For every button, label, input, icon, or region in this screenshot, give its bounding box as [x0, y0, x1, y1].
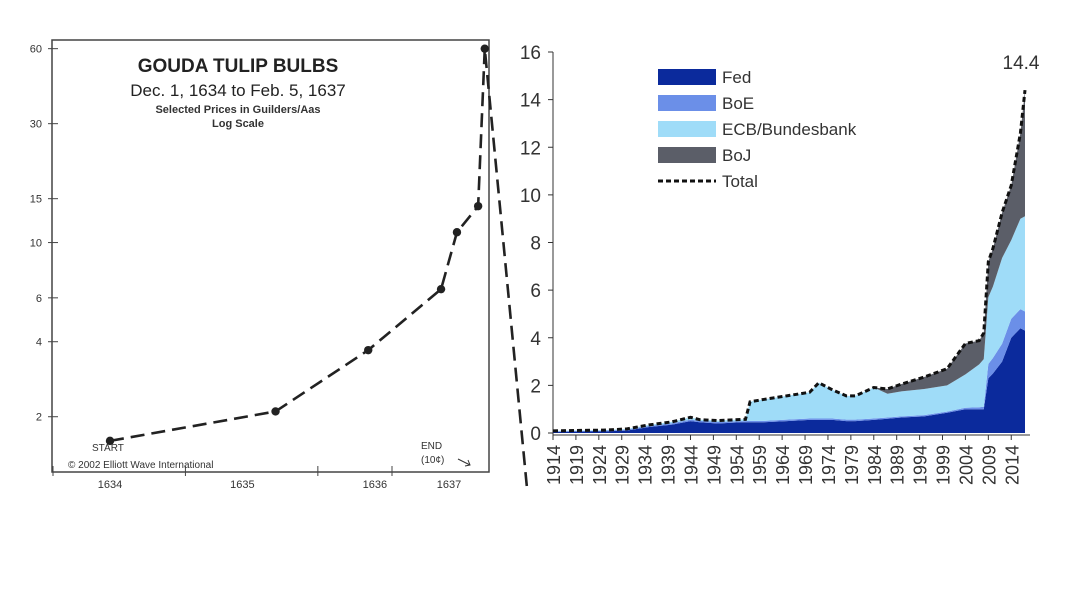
legend-swatch-boe — [658, 95, 716, 111]
bs-x-tick-label: 1969 — [796, 445, 816, 485]
bs-y-tick-label: 2 — [530, 376, 541, 397]
tulip-subtitle: Dec. 1, 1634 to Feb. 5, 1637 — [130, 81, 345, 100]
bs-y-tick-label: 6 — [530, 281, 541, 302]
legend-label-fed: Fed — [722, 68, 751, 87]
fed-area — [553, 328, 1025, 433]
tulip-x-axis: 1634 1635 1636 1637 — [52, 466, 461, 491]
tulip-data-point — [473, 201, 483, 211]
tulip-x-tick-label: 1636 — [363, 479, 387, 491]
tulip-x-tick-label: 1635 — [230, 479, 254, 491]
legend-swatch-boj — [658, 147, 716, 163]
bs-x-tick-label: 2014 — [1002, 445, 1022, 485]
bs-total-series — [552, 89, 1027, 433]
total-line — [552, 89, 1027, 433]
bs-x-tick-label: 1979 — [842, 445, 862, 485]
bs-x-tick-label: 1994 — [911, 445, 931, 485]
end-arrow-icon — [457, 458, 471, 467]
bs-x-tick-label: 1934 — [636, 445, 656, 485]
tulip-units-note: Selected Prices in Guilders/Aas — [155, 104, 320, 116]
bs-y-axis: 16 14 12 10 8 6 4 2 0 — [520, 43, 553, 445]
tulip-plot-frame — [51, 39, 490, 473]
bs-y-tick-label: 16 — [520, 43, 541, 64]
legend-label-total: Total — [722, 172, 758, 191]
tulip-title: GOUDA TULIP BULBS — [138, 56, 339, 77]
bs-stacked-areas — [553, 90, 1025, 433]
bs-x-tick-label: 2004 — [956, 445, 976, 485]
legend-swatch-fed — [658, 69, 716, 85]
bs-y-tick-label: 12 — [520, 138, 541, 159]
tulip-data-point — [436, 284, 446, 294]
tulip-end-sublabel: (10¢) — [421, 455, 444, 466]
bs-x-axis: 1914 1919 1924 1929 1934 1939 1944 1949 1954 1959… — [544, 435, 1022, 485]
bs-x-tick-label: 1974 — [819, 445, 839, 485]
bs-y-tick-label: 0 — [530, 424, 541, 445]
tulip-data-point — [364, 345, 373, 355]
bs-x-tick-label: 1999 — [934, 445, 954, 485]
tulip-x-tick-label: 1634 — [98, 479, 122, 491]
tulip-y-tick-label: 15 — [30, 194, 42, 206]
tulip-chart: GOUDA TULIP BULBS Dec. 1, 1634 to Feb. 5… — [30, 39, 529, 491]
bs-x-tick-label: 1964 — [773, 445, 793, 485]
boj-area — [553, 90, 1025, 431]
tulip-copyright: © 2002 Elliott Wave International — [68, 460, 213, 471]
tulip-data-point — [452, 228, 462, 237]
bs-legend: Fed BoE ECB/Bundesbank BoJ Total — [658, 68, 857, 191]
bs-x-tick-label: 1959 — [750, 445, 770, 485]
tulip-y-axis: 60 30 15 10 6 4 2 — [30, 44, 58, 424]
bs-x-tick-label: 1954 — [727, 445, 747, 485]
bs-x-tick-label: 1919 — [567, 445, 587, 485]
legend-label-boe: BoE — [722, 94, 754, 113]
tulip-price-line — [109, 48, 529, 490]
bs-x-tick-label: 1984 — [865, 445, 885, 485]
bs-x-tick-label: 2009 — [979, 445, 999, 485]
ecb-area — [553, 216, 1025, 432]
bs-x-tick-label: 1939 — [659, 445, 679, 485]
bs-total-annotation: 14.4 — [1003, 53, 1040, 74]
bs-y-tick-label: 4 — [530, 329, 541, 350]
tulip-y-tick-label: 6 — [36, 293, 42, 305]
bs-x-tick-label: 1944 — [681, 445, 701, 485]
bs-x-tick-label: 1914 — [544, 445, 564, 485]
tulip-y-tick-label: 30 — [30, 119, 42, 131]
tulip-price-series — [105, 44, 529, 490]
tulip-y-tick-label: 10 — [30, 238, 42, 250]
bs-y-tick-label: 14 — [520, 91, 542, 112]
tulip-start-label: START — [92, 443, 124, 454]
legend-label-ecb: ECB/Bundesbank — [722, 120, 857, 139]
bs-x-tick-label: 1929 — [613, 445, 633, 485]
bs-y-tick-label: 8 — [530, 234, 541, 255]
bs-y-tick-label: 10 — [520, 186, 541, 207]
bs-x-tick-label: 1949 — [704, 445, 724, 485]
tulip-data-point — [271, 407, 280, 416]
tulip-y-tick-label: 2 — [36, 412, 42, 424]
tulip-data-point — [105, 436, 115, 446]
tulip-x-tick-label: 1637 — [437, 479, 461, 491]
tulip-y-tick-label: 60 — [30, 44, 42, 56]
legend-label-boj: BoJ — [722, 146, 751, 165]
bs-x-tick-label: 1924 — [590, 445, 610, 485]
tulip-scale-note: Log Scale — [212, 118, 264, 130]
legend-swatch-ecb — [658, 121, 716, 137]
tulip-y-tick-label: 4 — [36, 337, 42, 349]
tulip-end-label: END — [421, 441, 442, 452]
bs-x-tick-label: 1989 — [888, 445, 908, 485]
tulip-data-point — [480, 44, 489, 53]
